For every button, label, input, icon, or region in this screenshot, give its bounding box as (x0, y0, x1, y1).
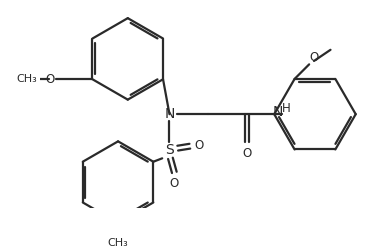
Text: O: O (310, 51, 319, 64)
Text: O: O (194, 139, 204, 152)
Text: S: S (165, 143, 174, 157)
Text: N: N (273, 105, 283, 119)
Text: O: O (242, 147, 252, 160)
Text: O: O (170, 177, 179, 190)
Text: N: N (164, 107, 175, 121)
Text: CH₃: CH₃ (108, 238, 128, 246)
Text: H: H (282, 102, 291, 115)
Text: CH₃: CH₃ (16, 74, 37, 84)
Text: O: O (45, 73, 55, 86)
